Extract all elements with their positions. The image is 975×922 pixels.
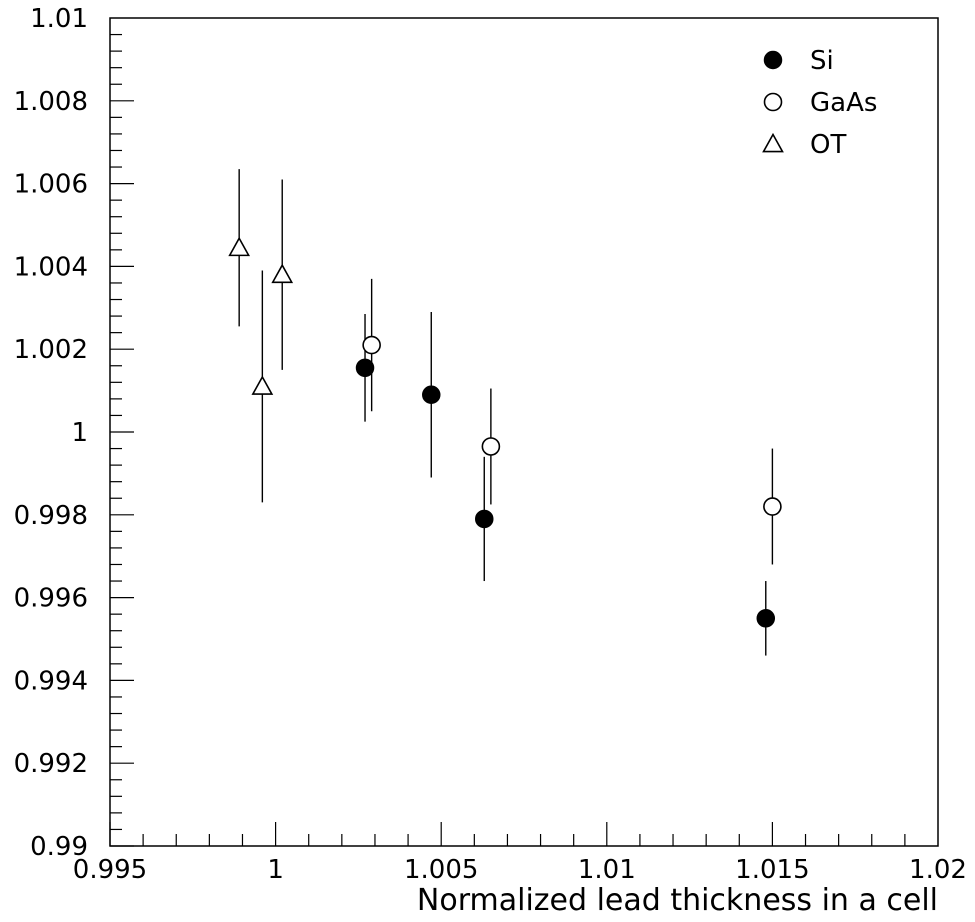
point-ot: [762, 132, 784, 153]
y-tick-label: 0.998: [14, 501, 88, 531]
x-axis: 0.995 1 1.005 1.01 1.015 1.02: [73, 822, 967, 885]
point-gaas: [763, 497, 782, 516]
point-si: [475, 509, 494, 529]
point-ot: [271, 263, 294, 284]
plot-area: [228, 169, 782, 656]
point-si: [763, 50, 783, 70]
point-gaas: [362, 335, 381, 355]
x-tick-label: 0.995: [73, 855, 147, 885]
point-si: [355, 358, 375, 378]
y-tick-label: 1.002: [14, 335, 88, 365]
legend-label: Si: [810, 46, 834, 76]
y-tick-label: 1.004: [14, 252, 88, 282]
x-tick-label: 1.01: [578, 855, 636, 885]
x-tick-label: 1.02: [909, 855, 967, 885]
y-tick-label: 1.006: [14, 170, 88, 200]
legend-label: GaAs: [810, 88, 877, 118]
legend-label: OT: [810, 130, 846, 160]
x-tick-label: 1: [267, 855, 284, 885]
point-si: [756, 609, 776, 628]
point-ot: [251, 375, 274, 395]
y-tick-label: 0.99: [30, 832, 88, 862]
y-tick-label: 1.008: [14, 87, 88, 117]
y-tick-label: 0.996: [14, 584, 88, 614]
x-tick-label: 1.005: [404, 855, 478, 885]
y-tick-label: 1.01: [30, 4, 88, 34]
y-axis: 0.99 0.992 0.994 0.996 0.998 1 1.002 1.004 1.006…: [14, 4, 134, 862]
x-axis-title: Normalized lead thickness in a cell: [417, 883, 938, 918]
point-si: [422, 385, 441, 404]
y-tick-label: 0.992: [14, 749, 88, 779]
y-tick-label: 0.994: [14, 666, 88, 696]
y-tick-label: 1: [71, 418, 88, 448]
legend: Si GaAs OT: [762, 46, 877, 160]
x-tick-label: 1.015: [735, 855, 809, 885]
point-ot: [228, 236, 251, 257]
point-gaas: [481, 437, 501, 456]
point-gaas: [763, 92, 783, 112]
